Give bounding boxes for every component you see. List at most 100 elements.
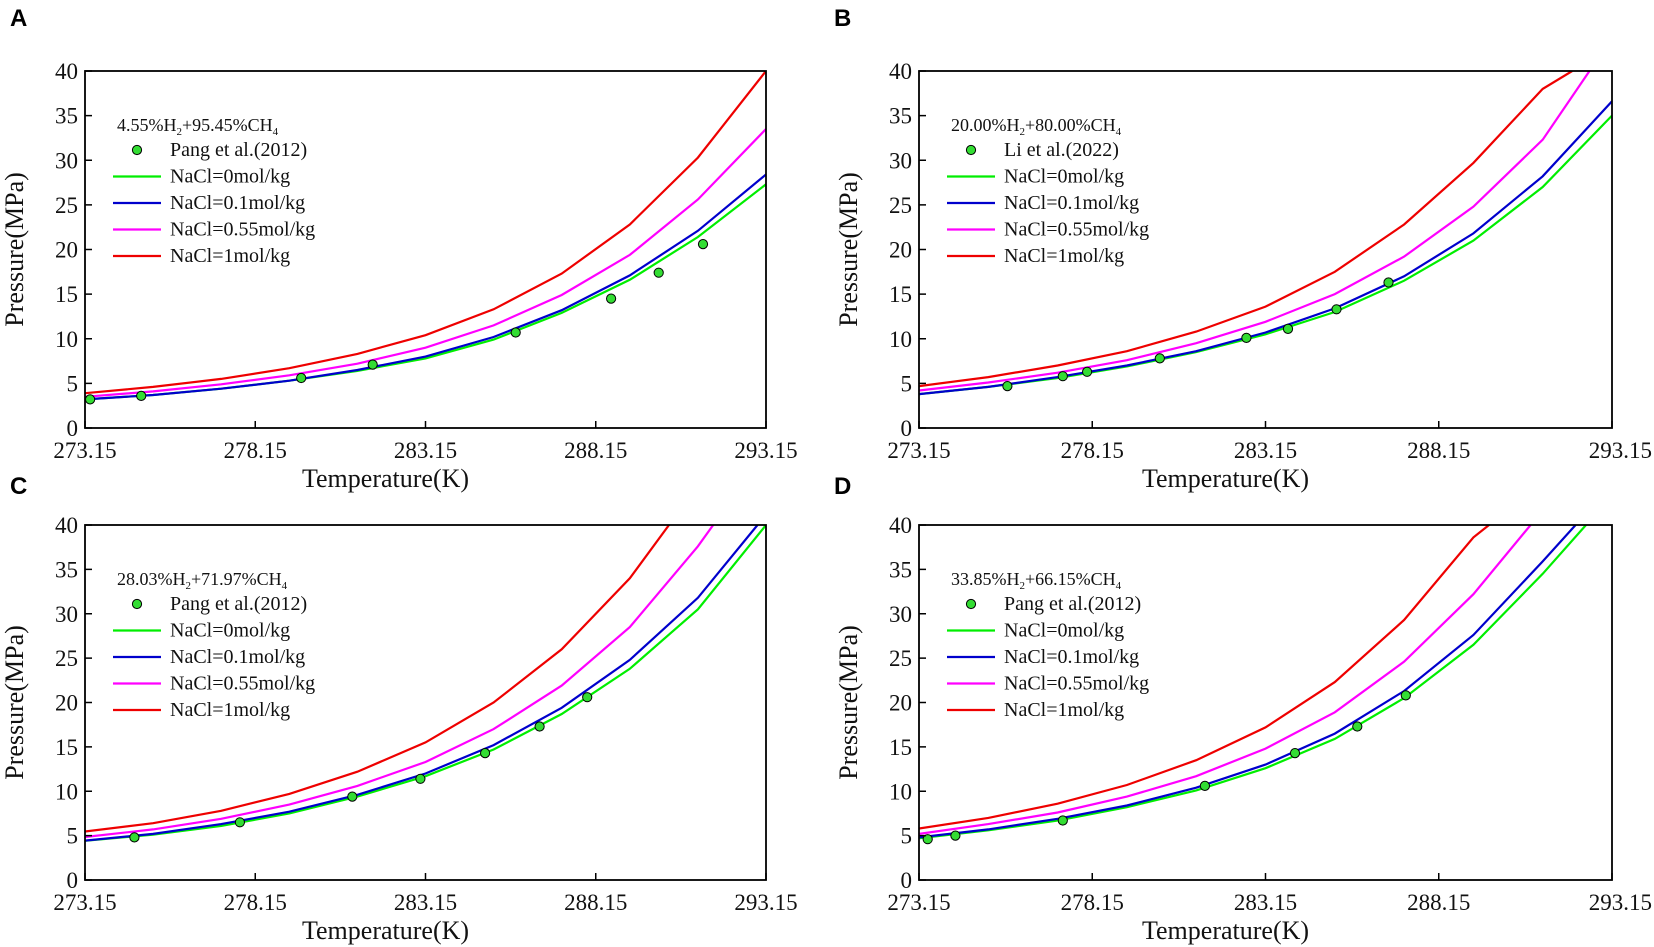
data-point [950,830,961,841]
legend-label: NaCl=0.1mol/kg [170,646,305,668]
x-tick-label: 273.15 [53,890,116,915]
data-point [1383,277,1394,288]
x-tick-label: 283.15 [1234,890,1297,915]
legend-label: NaCl=1mol/kg [1004,245,1124,267]
data-point [534,721,545,732]
data-point [1154,353,1165,364]
chart-panel-d: D 0 5 10 15 20 25 30 35 40 273.15 278.15 283.15 288.1… [834,473,1652,945]
data-point [234,817,245,828]
panel-letter: D [834,473,851,500]
series-line-3 [85,71,766,395]
data-point [1002,381,1013,392]
x-tick-label: 278.15 [1061,890,1124,915]
x-tick-label: 278.15 [224,890,287,915]
legend-label: Pang et al.(2012) [1004,593,1141,615]
legend-label: NaCl=0mol/kg [1004,620,1124,642]
x-axis-title: Temperature(K) [302,464,469,493]
y-tick-label: 40 [55,513,78,538]
legend-marker [131,598,143,610]
data-point [367,359,378,370]
series-line-1 [85,173,766,401]
series-line-1 [919,525,1577,839]
legend-label: NaCl=1mol/kg [1004,699,1124,721]
chart-panel-a: A 0 5 10 15 20 25 30 35 40 273.15 278.15 283.15 288.1… [0,5,798,493]
x-tick-label: 293.15 [1589,438,1652,463]
legend-title: 4.55%H2+95.45%CH4 [117,115,279,138]
series-line-1 [85,525,759,842]
y-axis-title: Pressure(MPa) [834,625,863,780]
series-line-1 [919,100,1612,396]
series-line-3 [85,525,670,833]
x-tick-label: 288.15 [1407,890,1470,915]
legend-label: NaCl=0.55mol/kg [1004,673,1149,695]
series-line-2 [85,128,766,398]
y-tick-label: 15 [55,735,78,760]
x-axis-title: Temperature(K) [1142,464,1309,493]
y-tick-label: 30 [889,148,912,173]
data-point [415,773,426,784]
data-point [1289,748,1301,759]
x-tick-label: 283.15 [394,890,457,915]
y-tick-label: 10 [55,779,78,804]
y-tick-label: 35 [55,104,78,129]
x-tick-label: 288.15 [1407,438,1470,463]
y-tick-label: 40 [889,513,912,538]
legend-label: NaCl=0.1mol/kg [170,192,305,214]
data-point [1282,323,1294,334]
series-line-3 [919,525,1490,830]
legend-label: NaCl=0.1mol/kg [1004,192,1139,214]
y-tick-label: 15 [889,735,912,760]
data-point [296,372,307,384]
x-tick-label: 278.15 [1061,438,1124,463]
legend-label: NaCl=0.55mol/kg [170,219,315,241]
legend-marker [965,598,977,610]
x-tick-label: 288.15 [564,890,627,915]
data-point [1082,366,1093,377]
series-line-0 [919,525,1587,840]
panel-letter: C [10,473,27,500]
data-point [480,748,491,759]
legend-label: NaCl=0mol/kg [170,620,290,642]
series-line-0 [85,183,766,401]
y-tick-label: 25 [55,193,78,218]
y-tick-label: 25 [889,193,912,218]
y-tick-label: 35 [55,557,78,582]
legend-label: Li et al.(2022) [1004,139,1119,161]
data-point [922,834,933,845]
x-tick-label: 288.15 [564,438,627,463]
data-point [510,327,521,338]
data-point [1199,780,1211,792]
x-tick-label: 293.15 [1589,890,1652,915]
y-tick-label: 30 [55,148,78,173]
y-tick-label: 35 [889,557,912,582]
y-tick-label: 40 [55,59,78,84]
data-point [1057,371,1068,382]
data-point [85,394,96,405]
y-tick-label: 5 [67,371,79,396]
legend-label: NaCl=1mol/kg [170,699,290,721]
y-tick-label: 40 [889,59,912,84]
x-tick-label: 273.15 [887,890,950,915]
y-tick-label: 15 [55,282,78,307]
legend-label: NaCl=0.55mol/kg [170,673,315,695]
x-tick-label: 293.15 [734,438,797,463]
data-point [1241,332,1252,343]
legend-title: 33.85%H2+66.15%CH4 [951,569,1122,592]
y-tick-label: 0 [901,868,913,893]
y-tick-label: 0 [67,416,79,441]
data-point [582,692,593,703]
legend-title: 28.03%H2+71.97%CH4 [117,569,288,592]
chart-panel-c: C 0 5 10 15 20 25 30 35 40 273.15 278.15 283.15 288.1… [0,473,798,945]
y-tick-label: 30 [55,602,78,627]
data-point [606,293,617,304]
y-axis-title: Pressure(MPa) [834,172,863,327]
y-tick-label: 20 [889,691,912,716]
legend-label: NaCl=0.55mol/kg [1004,219,1149,241]
y-tick-label: 5 [901,824,913,849]
y-tick-label: 15 [889,282,912,307]
y-tick-label: 25 [889,646,912,671]
legend-marker [131,144,143,156]
legend-label: NaCl=0mol/kg [170,166,290,188]
legend-marker [965,144,977,156]
data-point [1057,815,1068,826]
